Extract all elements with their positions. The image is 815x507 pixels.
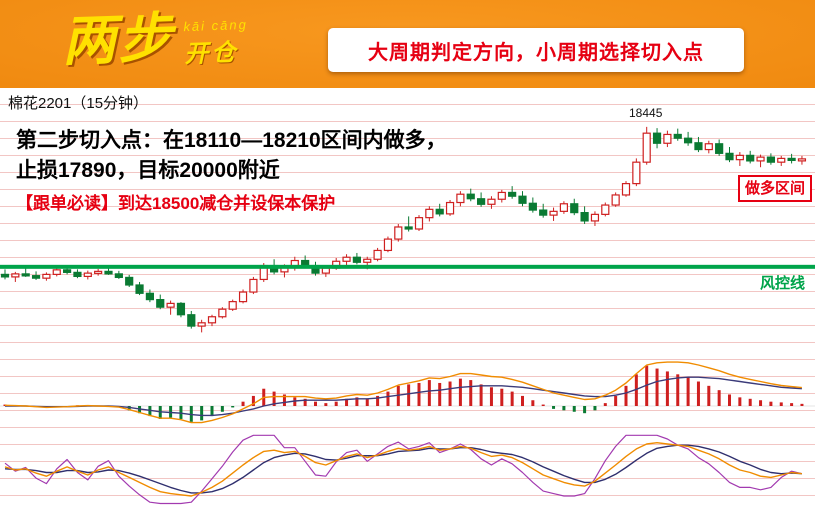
slogan-text: 大周期判定方向，小周期选择切入点 bbox=[368, 41, 704, 64]
risk-line-label: 风控线 bbox=[759, 275, 805, 292]
long-zone-badge: 做多区间 bbox=[737, 175, 812, 202]
brand-logo: 两步 kāi cāng 开仓 bbox=[60, 4, 249, 76]
instrument-label: 棉花2201（15分钟） bbox=[8, 95, 149, 112]
chart-svg bbox=[0, 126, 815, 505]
chart-area: 棉花2201（15分钟） 第二步切入点：在18110—18210区间内做多， 止… bbox=[0, 88, 815, 507]
brand-logo-sub: 开仓 bbox=[183, 39, 239, 69]
entry-note: 第二步切入点：在18110—18210区间内做多， 止损17890，目标2000… bbox=[16, 126, 447, 186]
follow-note: 【跟单必读】到达18500减仓并设保本保护 bbox=[16, 194, 336, 213]
entry-note-line2: 止损17890，目标20000附近 bbox=[16, 159, 280, 182]
slogan-box: 大周期判定方向，小周期选择切入点 bbox=[328, 28, 744, 72]
entry-note-line1: 第二步切入点：在18110—18210区间内做多， bbox=[16, 129, 447, 152]
brand-logo-main: 两步 bbox=[60, 6, 176, 73]
header-banner: 两步 kāi cāng 开仓 大周期判定方向，小周期选择切入点 bbox=[0, 0, 815, 88]
peak-price-label: 18445 bbox=[629, 106, 663, 120]
brand-logo-side: kāi cāng 开仓 bbox=[183, 17, 249, 69]
